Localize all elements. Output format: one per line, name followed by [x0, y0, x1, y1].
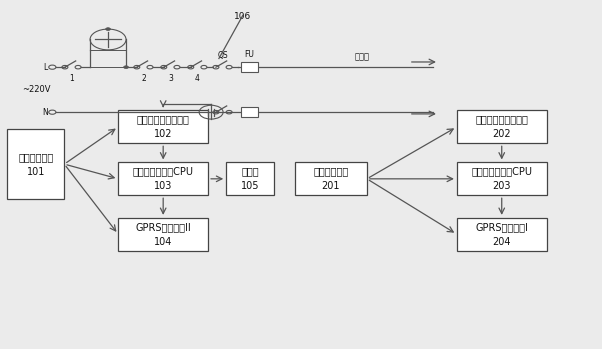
Text: 106: 106 — [234, 12, 252, 21]
Text: 1: 1 — [69, 74, 74, 83]
Text: N: N — [42, 108, 48, 117]
Bar — [241, 62, 258, 72]
Text: GPRS通信模块II
104: GPRS通信模块II 104 — [135, 222, 191, 247]
Text: 3: 3 — [168, 74, 173, 83]
Bar — [7, 129, 64, 199]
Text: 电参量信号采集电路
102: 电参量信号采集电路 102 — [137, 114, 190, 139]
Bar — [457, 162, 547, 195]
Text: 显示器
105: 显示器 105 — [241, 166, 259, 191]
Bar — [118, 218, 208, 251]
Circle shape — [106, 28, 110, 30]
Bar — [295, 162, 367, 195]
Bar — [457, 218, 547, 251]
Text: 主机中央处理器CPU
103: 主机中央处理器CPU 103 — [132, 166, 194, 191]
Text: 4: 4 — [195, 74, 200, 83]
Text: 副机中央处理器CPU
203: 副机中央处理器CPU 203 — [471, 166, 532, 191]
Text: 电参量信号发射电路
202: 电参量信号发射电路 202 — [476, 114, 528, 139]
Bar — [226, 162, 274, 195]
Bar — [118, 162, 208, 195]
Text: 副机供电电源
201: 副机供电电源 201 — [313, 166, 349, 191]
Text: 2: 2 — [141, 74, 146, 83]
Bar — [118, 110, 208, 143]
Text: GPRS通信模块I
204: GPRS通信模块I 204 — [476, 222, 528, 247]
Text: L: L — [43, 63, 48, 72]
Text: 主机供电电源
101: 主机供电电源 101 — [18, 152, 54, 177]
Text: 接负载: 接负载 — [355, 52, 370, 61]
Text: ~220V: ~220V — [22, 85, 51, 94]
Bar — [241, 107, 258, 117]
Circle shape — [123, 66, 128, 68]
Bar — [457, 110, 547, 143]
Text: FU: FU — [244, 50, 255, 59]
Text: QS: QS — [217, 51, 228, 60]
Bar — [90, 50, 126, 67]
